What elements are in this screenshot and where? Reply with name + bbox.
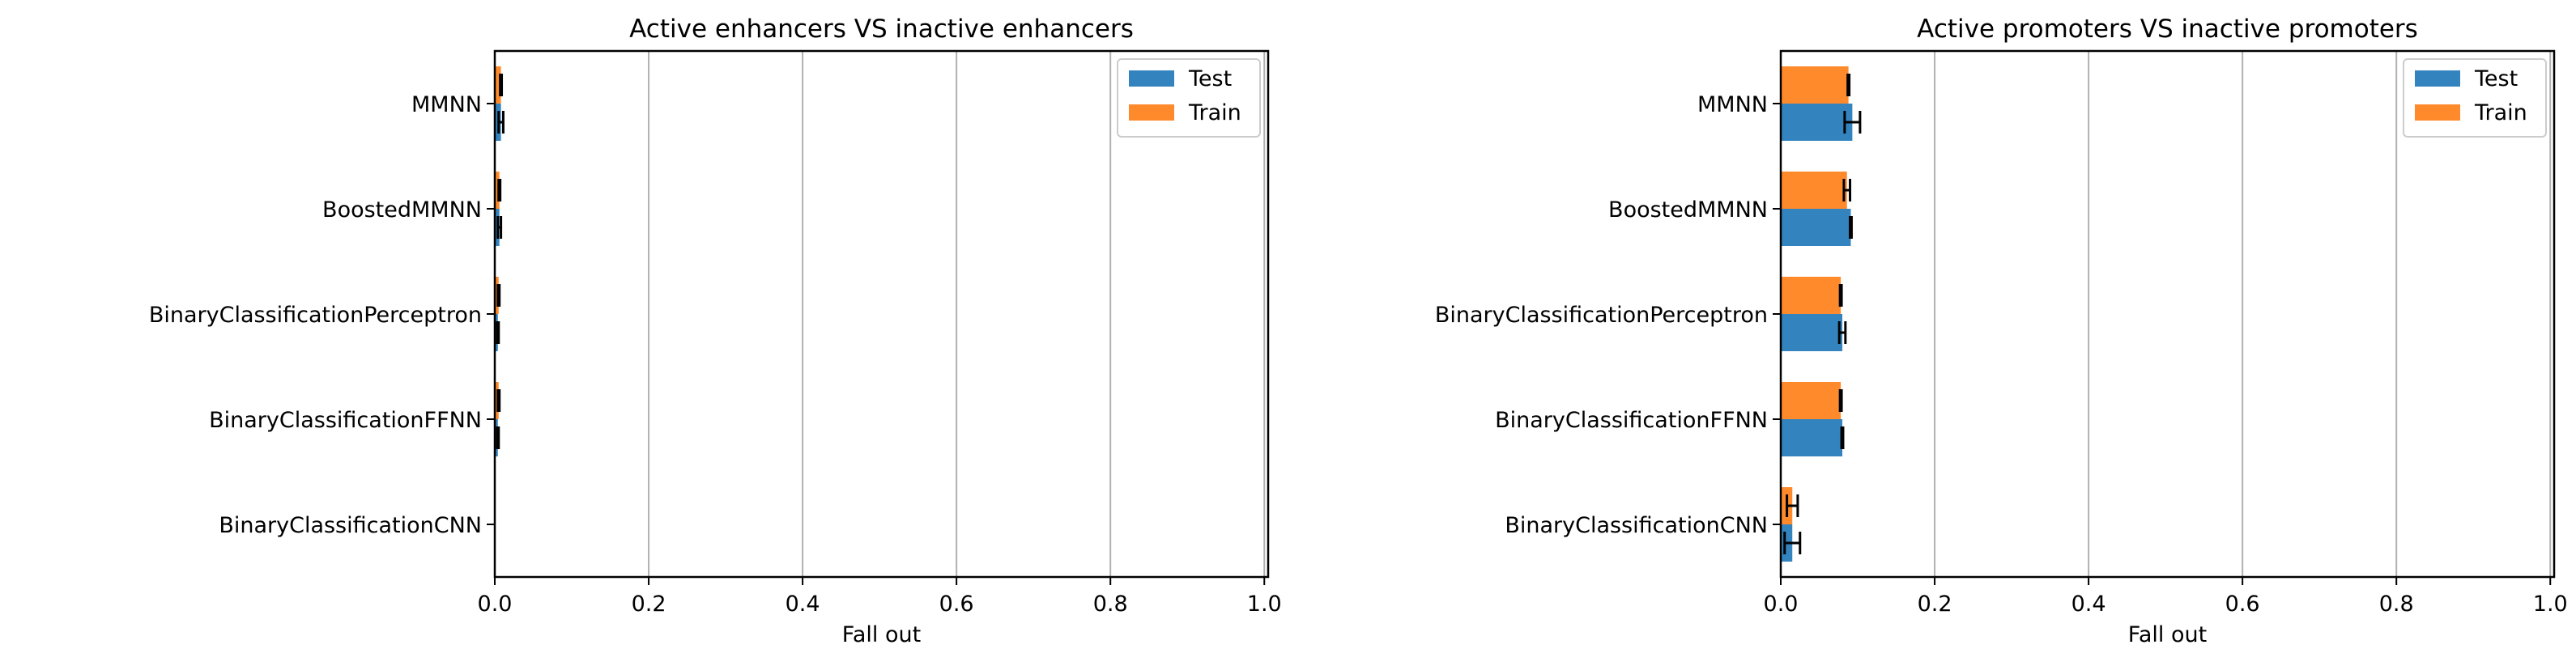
y-tick-label: BoostedMMNN [1608, 197, 1768, 223]
bar-train [1781, 66, 1849, 104]
chart-panel-1: 0.0 0.2 0.4 0.6 0.8 1.0 MMNN BoostedMMNN BinaryC… [149, 15, 1282, 647]
legend-label-train: Train [2474, 100, 2527, 125]
x-tick-label: 1.0 [2533, 592, 2568, 617]
bar-train [495, 172, 500, 209]
x-axis-label: Fall out [842, 622, 921, 647]
x-tick-label: 0.4 [2071, 592, 2106, 617]
y-tick-label: BinaryClassificationCNN [1505, 513, 1768, 538]
legend: Test Train [2403, 58, 2547, 138]
x-tick-label: 0.2 [1918, 592, 1952, 617]
x-tick-label: 0.0 [1764, 592, 1799, 617]
x-tick-label: 0.6 [939, 592, 974, 617]
legend-swatch-train [1129, 104, 1174, 121]
y-tick-label: BinaryClassificationFFNN [1495, 408, 1768, 433]
x-tick-label: 0.0 [478, 592, 513, 617]
bar-train [1781, 172, 1847, 209]
x-tick-label: 0.2 [632, 592, 666, 617]
x-tick-label: 0.8 [1093, 592, 1128, 617]
legend-swatch-train [2415, 104, 2460, 121]
legend: Test Train [1117, 58, 1261, 138]
bar-train [1781, 277, 1842, 314]
y-tick-label: BinaryClassificationPerceptron [149, 303, 482, 328]
legend-label-test: Test [1188, 66, 1232, 91]
chart-title: Active enhancers VS inactive enhancers [629, 15, 1134, 44]
bar-test [1781, 314, 1843, 351]
x-tick-label: 0.6 [2225, 592, 2260, 617]
chart-title: Active promoters VS inactive promoters [1917, 15, 2418, 44]
x-tick-label: 0.4 [786, 592, 820, 617]
x-tick-label: 1.0 [1247, 592, 1282, 617]
legend-swatch-test [1129, 70, 1174, 87]
legend-label-train: Train [1188, 100, 1241, 125]
y-tick-label: MMNN [1697, 92, 1768, 117]
legend-swatch-test [2415, 70, 2460, 87]
y-tick-label: BinaryClassificationPerceptron [1435, 303, 1768, 328]
bar-test [1781, 419, 1843, 456]
bar-test [1781, 104, 1853, 141]
y-tick-label: MMNN [411, 92, 482, 117]
x-tick-label: 0.8 [2379, 592, 2414, 617]
chart-panel-2: 0.0 0.2 0.4 0.6 0.8 1.0 MMNN BoostedMMNN BinaryC… [1435, 15, 2568, 647]
y-tick-label: BinaryClassificationCNN [219, 513, 482, 538]
bar-train [1781, 382, 1842, 419]
y-tick-label: BoostedMMNN [322, 197, 482, 223]
y-tick-label: BinaryClassificationFFNN [209, 408, 482, 433]
bar-train [495, 66, 501, 104]
legend-label-test: Test [2474, 66, 2518, 91]
bar-test [1781, 209, 1851, 246]
x-axis-label: Fall out [2128, 622, 2207, 647]
